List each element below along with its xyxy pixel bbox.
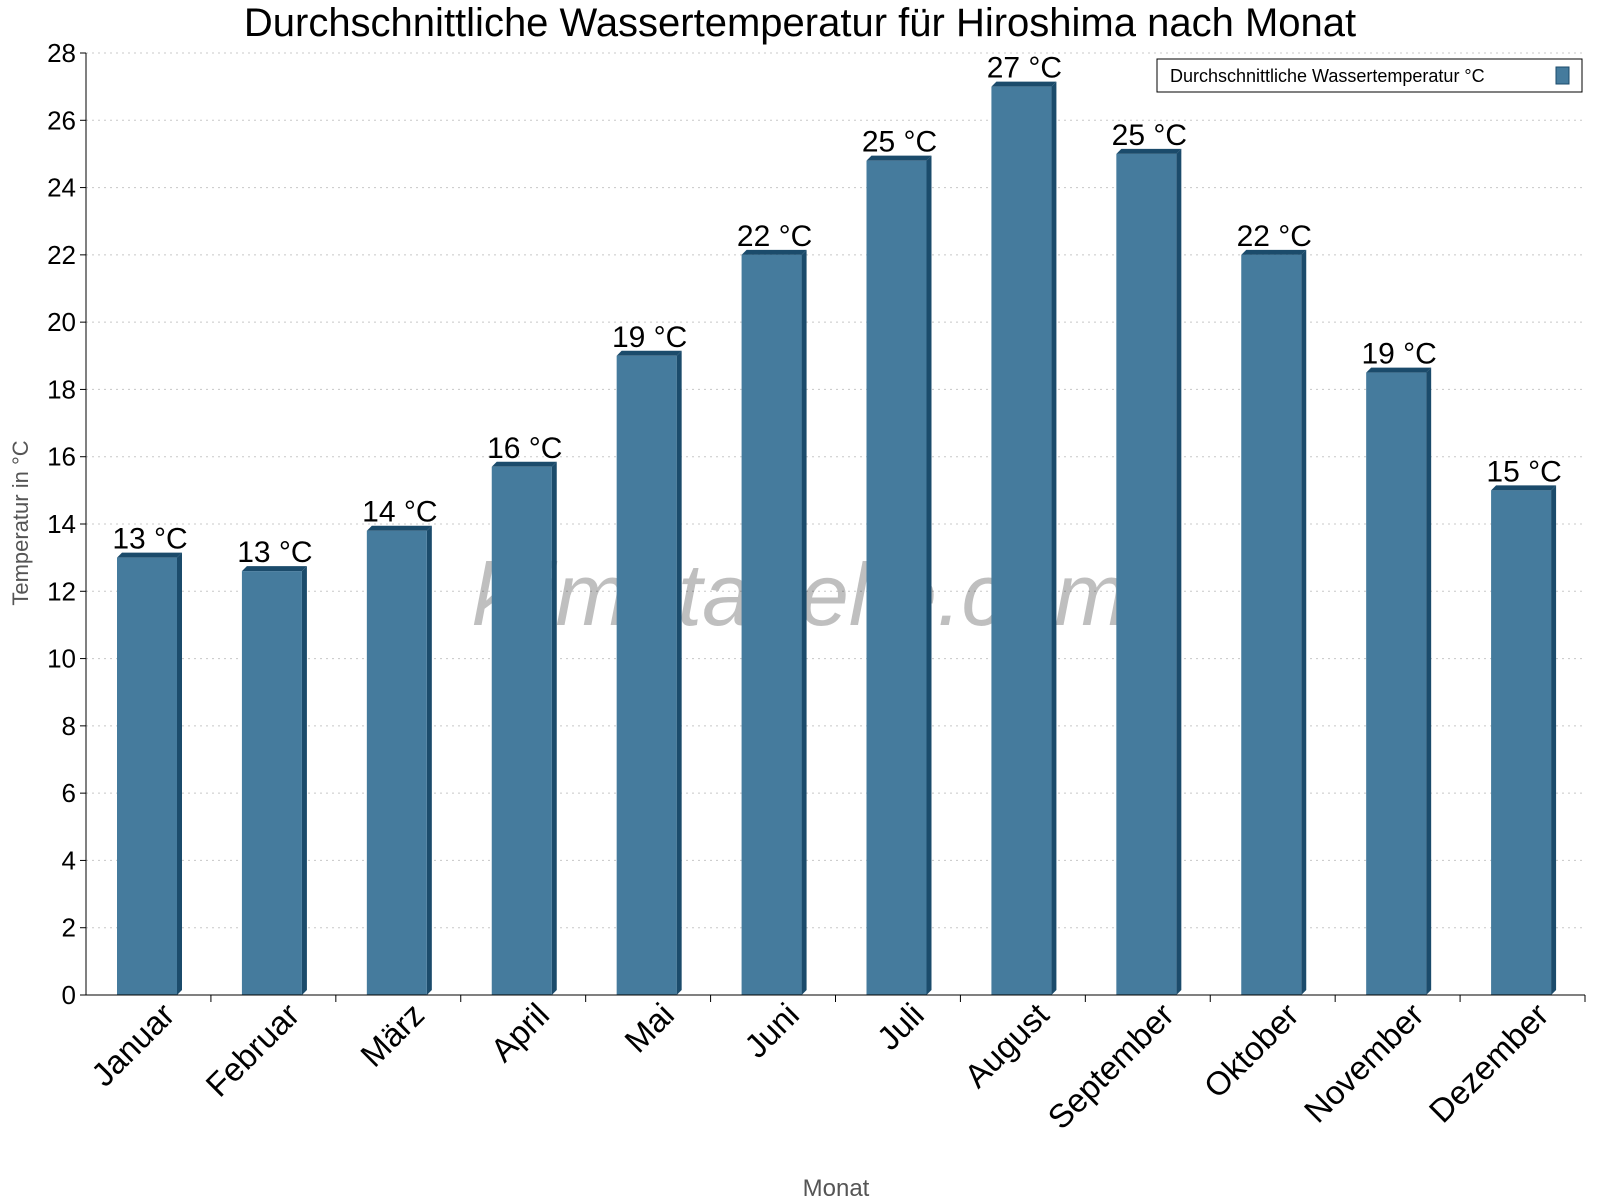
bar (741, 254, 802, 995)
legend-box (1156, 58, 1583, 93)
legend-label: Durchschnittliche Wassertemperatur °C (1170, 66, 1485, 86)
data-label: 19 °C (1361, 338, 1436, 371)
bar-side (177, 552, 182, 995)
bar (1116, 153, 1177, 995)
legend-swatch (1555, 66, 1570, 85)
y-tick-label: 16 (47, 442, 76, 472)
x-tick-label: Februar (198, 996, 306, 1104)
bars: 13 °C 13 °C 14 °C 16 °C 19 °C 22 °C 25 °C 27 °C… (112, 52, 1562, 995)
x-tick-label: August (957, 996, 1056, 1095)
x-axis-label: Monat (803, 1175, 870, 1200)
y-tick-label: 26 (47, 105, 76, 135)
data-label: 16 °C (487, 432, 562, 465)
data-label: 13 °C (112, 523, 187, 556)
data-label: 27 °C (987, 52, 1062, 85)
y-tick-label: 4 (62, 845, 76, 875)
bar-top (741, 249, 807, 255)
y-tick-label: 0 (62, 980, 76, 1010)
bar-top (616, 350, 682, 356)
bar-side (676, 350, 682, 995)
data-label: 25 °C (1112, 119, 1187, 152)
bar-side (1551, 485, 1557, 995)
bar-side (1426, 367, 1432, 995)
bar-side (1051, 81, 1057, 995)
bar-side (426, 525, 432, 995)
x-tick-label: Juni (737, 996, 806, 1065)
data-label: 25 °C (862, 126, 937, 159)
y-tick-label: 20 (47, 307, 76, 337)
bar-top (1116, 148, 1182, 154)
bar (366, 530, 427, 995)
data-label: 22 °C (1237, 220, 1312, 253)
y-axis-label: Temperatur in °C (8, 440, 33, 605)
bar-side (551, 461, 557, 995)
x-tick-label: Mai (617, 996, 681, 1060)
bar-side (801, 249, 807, 995)
bar (1366, 372, 1427, 995)
bar (241, 571, 302, 995)
x-tick-label: April (483, 996, 556, 1069)
bar-top (241, 566, 307, 572)
y-tick-label: 12 (47, 576, 76, 606)
x-tick-label: Oktober (1196, 996, 1305, 1105)
chart-title: Durchschnittliche Wassertemperatur für H… (244, 1, 1356, 45)
bar-side (926, 155, 932, 995)
bar-top (117, 552, 182, 558)
y-tick-label: 8 (62, 711, 76, 741)
bar (991, 86, 1052, 995)
bar-top (1241, 249, 1307, 255)
data-label: 14 °C (362, 496, 437, 529)
bar-side (1301, 249, 1307, 995)
bar (491, 466, 552, 995)
bar-top (991, 81, 1057, 87)
bar-side (301, 566, 307, 995)
y-tick-label: 18 (47, 374, 76, 404)
data-label: 19 °C (612, 321, 687, 354)
bar-top (866, 155, 932, 161)
y-tick-label: 10 (47, 644, 76, 674)
y-tick-label: 22 (47, 240, 76, 270)
bar-top (366, 525, 432, 531)
x-tick-label: November (1297, 996, 1431, 1130)
data-label: 15 °C (1486, 455, 1561, 488)
x-tick-label: März (353, 996, 431, 1074)
legend: Durchschnittliche Wassertemperatur °C (1156, 58, 1583, 93)
x-tick-label: September (1040, 996, 1180, 1136)
y-tick-label: 24 (47, 173, 76, 203)
x-tick-label: Dezember (1422, 996, 1556, 1130)
y-tick-label: 14 (47, 509, 76, 539)
bar (1241, 254, 1302, 995)
bar (866, 160, 927, 995)
x-tick-label: Januar (84, 996, 182, 1094)
bar-side (1176, 148, 1182, 995)
data-label: 22 °C (737, 220, 812, 253)
bar-top (1491, 485, 1557, 491)
x-tick-label: Juli (870, 996, 931, 1057)
data-label: 13 °C (237, 536, 312, 569)
y-tick-label: 28 (47, 38, 76, 68)
bar-top (1366, 367, 1432, 373)
bar (1491, 490, 1552, 995)
grid-lines (86, 52, 1585, 929)
bar (616, 355, 677, 995)
y-tick-label: 6 (62, 778, 76, 808)
bar-top (491, 461, 557, 467)
bar (117, 557, 177, 995)
y-tick-label: 2 (62, 913, 76, 943)
